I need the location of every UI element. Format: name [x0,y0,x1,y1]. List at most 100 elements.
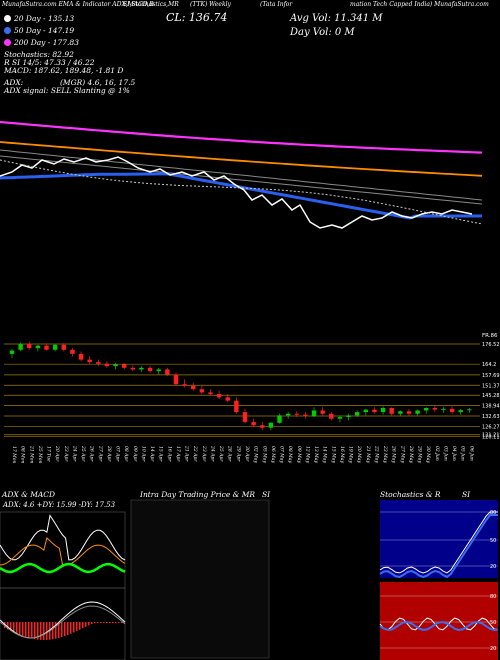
candle-body [96,362,101,364]
price-tick: 164.2 [482,362,496,368]
stoch-si-title: SI [462,490,471,499]
macd-bar [28,622,30,638]
date-tick: 28 Apr [227,445,233,462]
macd-bar [43,622,45,640]
date-tick: 15 Apr [158,446,164,462]
date-tick: 28 Apr [106,445,112,462]
header-strip-mid: SI,Stochastics,MR [123,1,179,8]
candle-body [346,415,351,418]
macd-bar [16,622,18,634]
macd-bar [70,622,72,634]
candle-body [208,392,213,395]
candle-body [113,364,118,367]
gray-line-1 [0,149,483,201]
candle-body [61,344,66,350]
date-tick: 04 Jun [451,446,457,461]
date-tick: 25 Apr [80,445,86,462]
date-tick: 20 May [356,445,362,463]
legend-dot-20 [4,15,11,22]
stoch-tick: 20 [490,564,496,570]
macd-bar [106,622,108,623]
candle-body [191,385,196,390]
date-tick: 07 Apr [115,446,121,462]
date-tick: 22 Apr [192,445,198,462]
candle-body [147,367,153,372]
candle-body [354,412,360,416]
date-tick: 21 Apr [184,445,190,462]
candle-body [35,345,41,349]
candle-body [165,369,170,375]
date-tick: 08 Apr [123,446,129,462]
macd-bar [58,622,60,638]
header-strip-left: MunafaSutra.com EMA & Indicator ADX,MACD… [2,1,154,8]
candle-body [363,409,369,413]
date-tick: 10 Apr [140,446,146,462]
legend-dot-50 [4,27,11,34]
date-tick: 25 Mon [37,445,43,463]
macd-bar [55,622,57,639]
date-tick: 02 May [253,446,259,463]
stoch-panel [380,500,498,578]
ema200-line [0,120,483,154]
macd-bar [67,622,69,635]
macd-bar [103,622,105,623]
price-tick: 126.27 [482,424,500,430]
candle-body [320,410,325,414]
date-tick: 24 Apr [71,445,77,462]
company-name: mation Tech Capped India) MunafaSutra.co… [350,1,489,8]
stoch-blue-line [379,514,498,579]
si-panel [380,582,498,660]
candle-body [467,409,472,411]
macd-bar [73,622,75,633]
candle-body [380,408,386,413]
date-tick: 29 Apr [235,445,241,462]
date-tick: 26 Apr [89,445,95,462]
macd-bar [52,622,54,640]
price-tick: 157.69 [482,373,500,379]
candle-body [216,394,222,398]
candle-body [182,384,187,386]
date-tick: 14 May [322,446,328,463]
macd-signal-line [0,605,126,639]
date-tick: 23 Apr [63,445,69,462]
macd-bar [76,622,78,632]
candle-body [27,344,32,349]
date-tick: 28 May [408,445,414,463]
candle-body [18,344,23,350]
date-tick: 22 May [373,445,379,463]
date-tick: 12 May [304,446,310,463]
price-tick: 121.21 [482,433,500,439]
candle-body [156,369,161,372]
macd-bar [61,622,63,638]
adx-values: ADX: 4.6 +DY: 15.99 -DY: 17.53 [3,501,116,509]
candle-body [104,363,110,367]
candle-body [139,367,144,370]
macd-bar [64,622,66,637]
date-tick: 25 Apr [218,445,224,462]
close-price: CL: 136.74 [166,11,228,24]
legend-200: 200 Day - 177.83 [14,38,79,47]
stoch-title: Stochastics & R [380,490,441,499]
date-tick: 14 Apr [149,446,155,462]
candle-body [303,414,308,417]
date-tick: 29 May [417,445,423,463]
candle-body [70,349,75,354]
gray-line-2 [0,155,483,205]
candle-body [9,350,15,354]
date-tick: 19 May [348,446,354,463]
candle-body [458,410,463,413]
macd-bar [79,622,81,630]
macd-bar [112,622,114,623]
candle-body [199,389,205,393]
macd-bar [25,622,27,637]
candle-body [78,353,84,360]
macd-bar [22,622,24,636]
date-tick: 27 Apr [97,445,103,462]
candle-body [52,344,58,350]
si-title: SI [262,490,271,499]
candle-body [242,412,248,422]
orange-line [0,141,483,177]
legend-20: 20 Day - 135.13 [14,14,75,23]
